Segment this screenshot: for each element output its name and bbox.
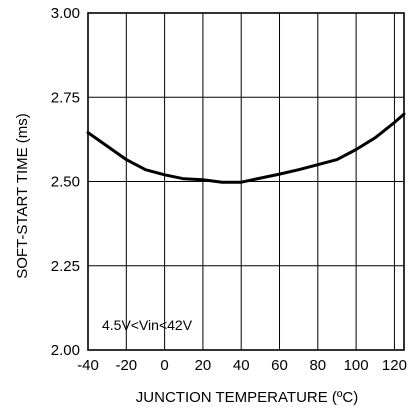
- y-tick-label: 3.00: [51, 5, 80, 22]
- x-tick-label: 20: [195, 357, 212, 374]
- x-tick-label: 120: [382, 357, 407, 374]
- y-axis-label: SOFT-START TIME (ms): [14, 113, 31, 279]
- y-tick-label: 2.25: [51, 258, 80, 275]
- x-tick-label: 60: [271, 357, 288, 374]
- y-axis-ticks: 2.00 2.25 2.50 2.75 3.00: [51, 5, 80, 359]
- x-tick-label: 40: [233, 357, 250, 374]
- y-tick-label: 2.75: [51, 89, 80, 106]
- x-tick-label: -20: [115, 357, 137, 374]
- y-tick-label: 2.00: [51, 342, 80, 359]
- x-tick-label: 0: [160, 357, 168, 374]
- x-axis-ticks: -40 -20 0 20 40 60 80 100 120: [77, 357, 407, 374]
- series-layer: [86, 112, 406, 184]
- vin-range-annotation: 4.5V<Vin<42V: [102, 317, 193, 333]
- x-tick-label: 80: [309, 357, 326, 374]
- x-tick-label: 100: [344, 357, 369, 374]
- x-axis-label: JUNCTION TEMPERATURE (ºC): [136, 389, 358, 406]
- plot-frame: [87, 12, 405, 351]
- y-tick-label: 2.50: [51, 174, 80, 191]
- soft-start-time-curve: [86, 112, 406, 184]
- x-tick-label: -40: [77, 357, 99, 374]
